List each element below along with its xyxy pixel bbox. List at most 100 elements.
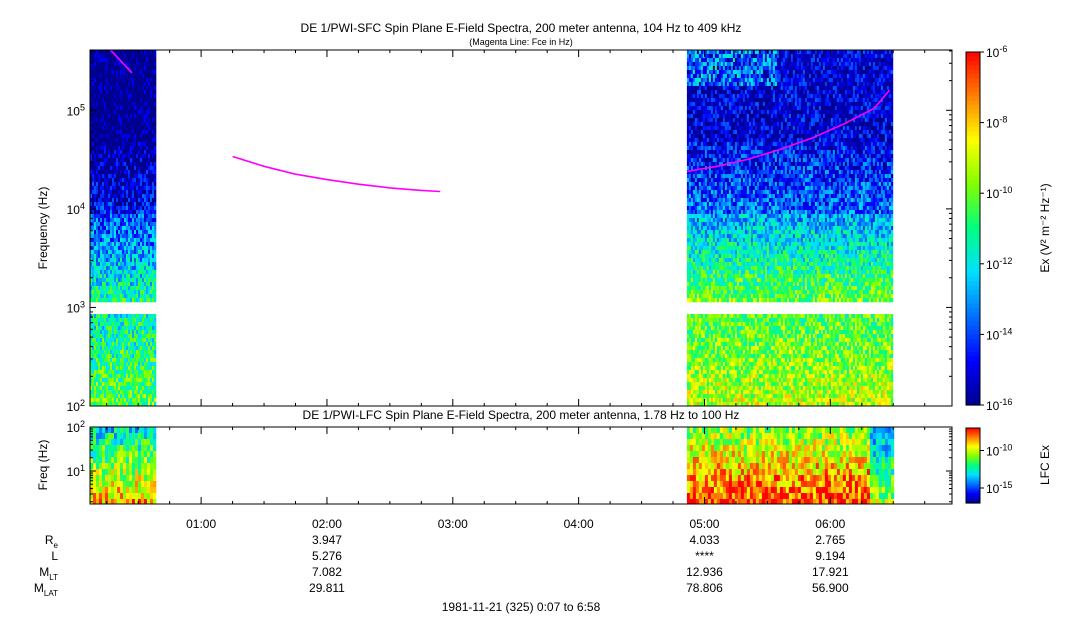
- sfc-cell: [94, 170, 97, 175]
- sfc-cell: [712, 266, 716, 271]
- sfc-cell: [688, 330, 692, 335]
- sfc-cell: [724, 86, 728, 91]
- sfc-cell: [112, 78, 115, 83]
- sfc-cell: [102, 386, 105, 391]
- sfc-cell: [710, 114, 714, 119]
- sfc-cell: [108, 210, 111, 215]
- sfc-cell: [730, 366, 734, 371]
- sfc-cell: [132, 246, 135, 251]
- sfc-cell: [140, 122, 143, 127]
- sfc-cell: [150, 166, 153, 171]
- sfc-cell: [122, 98, 125, 103]
- sfc-cell: [150, 402, 153, 406]
- sfc-cell: [106, 214, 109, 219]
- sfc-cell: [726, 346, 730, 351]
- sfc-cell: [94, 298, 97, 303]
- sfc-cell: [702, 230, 706, 235]
- sfc-cell: [90, 206, 93, 211]
- sfc-cell: [150, 214, 153, 219]
- sfc-cell: [714, 94, 718, 99]
- sfc-cell: [104, 270, 107, 275]
- sfc-cell: [688, 226, 692, 231]
- sfc-cell: [108, 250, 111, 255]
- sfc-cell: [694, 90, 698, 95]
- sfc-cell: [104, 186, 107, 191]
- sfc-cell: [732, 166, 736, 171]
- sfc-cell: [692, 242, 696, 247]
- sfc-cell: [140, 202, 143, 207]
- sfc-cell: [130, 150, 133, 155]
- sfc-cell: [114, 250, 117, 255]
- sfc-cell: [716, 282, 720, 287]
- sfc-cell: [692, 122, 696, 127]
- sfc-cell: [154, 186, 157, 191]
- sfc-cell: [122, 238, 125, 243]
- sfc-cell: [128, 338, 131, 343]
- sfc-cell: [120, 286, 123, 291]
- sfc-cell: [96, 198, 99, 203]
- sfc-cell: [728, 370, 732, 375]
- sfc-cell: [96, 270, 99, 275]
- sfc-cell: [704, 78, 708, 83]
- sfc-cell: [96, 134, 99, 139]
- sfc-cell: [148, 210, 151, 215]
- sfc-cell: [154, 74, 157, 79]
- sfc-cell: [732, 362, 736, 367]
- sfc-cell: [136, 334, 139, 339]
- sfc-cell: [102, 58, 105, 63]
- sfc-cell: [712, 350, 716, 355]
- sfc-cell: [112, 390, 115, 395]
- sfc-cell: [92, 66, 95, 71]
- sfc-cell: [144, 238, 147, 243]
- sfc-cell: [122, 354, 125, 359]
- sfc-cell: [154, 258, 157, 263]
- sfc-cell: [726, 154, 730, 159]
- sfc-cell: [726, 298, 730, 303]
- sfc-cell: [154, 102, 157, 107]
- sfc-cell: [710, 110, 714, 115]
- sfc-cell: [730, 290, 734, 295]
- sfc-cell: [128, 318, 131, 323]
- sfc-cell: [94, 110, 97, 115]
- sfc-cell: [94, 178, 97, 183]
- sfc-cell: [708, 278, 712, 283]
- sfc-cell: [104, 134, 107, 139]
- sfc-cell: [724, 102, 728, 107]
- sfc-cell: [122, 270, 125, 275]
- sfc-cell: [94, 66, 97, 71]
- sfc-cell: [714, 218, 718, 223]
- sfc-cell: [716, 222, 720, 227]
- sfc-cell: [702, 194, 706, 199]
- sfc-cell: [154, 326, 157, 331]
- sfc-cell: [706, 326, 710, 331]
- sfc-cell: [714, 70, 718, 75]
- sfc-cell: [728, 282, 732, 287]
- sfc-cell: [720, 234, 724, 239]
- sfc-cell: [122, 118, 125, 123]
- sfc-cell: [92, 142, 95, 147]
- sfc-cell: [134, 294, 137, 299]
- sfc-cell: [100, 150, 103, 155]
- sfc-cell: [728, 398, 732, 403]
- sfc-cell: [106, 114, 109, 119]
- sfc-cell: [100, 338, 103, 343]
- sfc-cell: [688, 370, 692, 375]
- sfc-cell: [126, 242, 129, 247]
- sfc-cell: [144, 138, 147, 143]
- sfc-cell: [714, 402, 718, 406]
- sfc-cell: [112, 230, 115, 235]
- sfc-cell: [698, 370, 702, 375]
- sfc-cell: [134, 334, 137, 339]
- sfc-cell: [90, 74, 93, 79]
- sfc-cell: [146, 166, 149, 171]
- sfc-cell: [152, 250, 155, 255]
- sfc-cell: [734, 158, 738, 163]
- sfc-cell: [90, 362, 93, 367]
- sfc-cell: [148, 298, 151, 303]
- sfc-cell: [720, 146, 724, 151]
- sfc-cell: [716, 158, 720, 163]
- sfc-cell: [698, 246, 702, 251]
- sfc-cell: [124, 106, 127, 111]
- sfc-cell: [120, 342, 123, 347]
- sfc-cell: [694, 78, 698, 83]
